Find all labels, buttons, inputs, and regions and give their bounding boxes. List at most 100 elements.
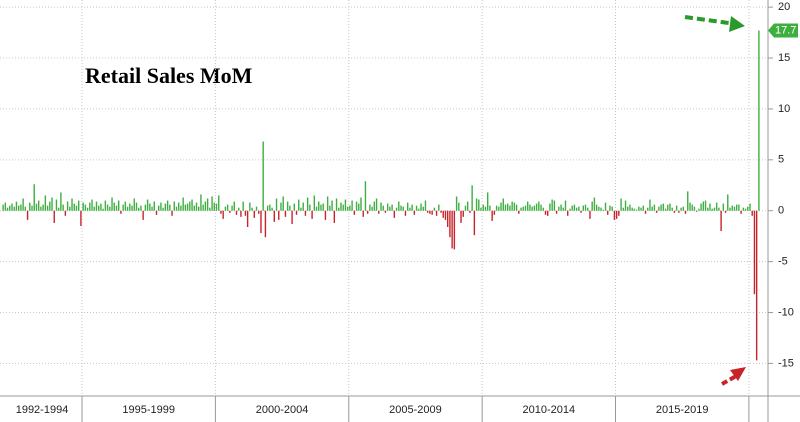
bar — [558, 206, 560, 211]
bar — [133, 198, 135, 211]
bar — [186, 203, 189, 211]
bar — [331, 200, 333, 211]
bar — [144, 204, 147, 211]
bar — [627, 206, 629, 211]
bar — [391, 204, 393, 211]
bar — [555, 210, 558, 214]
bar — [604, 202, 607, 211]
bar — [222, 210, 224, 219]
bar — [84, 204, 87, 211]
bar — [269, 204, 271, 211]
bar — [213, 202, 215, 211]
bar — [544, 210, 547, 215]
bar — [226, 204, 229, 211]
bar — [502, 198, 504, 211]
bar — [258, 210, 260, 214]
bar — [80, 210, 82, 226]
bar — [589, 210, 591, 219]
bar — [251, 207, 253, 211]
bar — [122, 204, 124, 211]
bar — [60, 192, 62, 211]
bar — [29, 202, 31, 211]
bar — [600, 207, 602, 211]
bar — [24, 206, 27, 211]
bar — [735, 204, 738, 211]
bar — [533, 205, 536, 211]
bar — [449, 210, 451, 238]
bar — [231, 205, 233, 211]
bar — [475, 198, 478, 211]
bar — [700, 203, 702, 211]
bar — [513, 202, 516, 211]
bar — [166, 200, 169, 211]
bar — [309, 204, 311, 211]
bar — [189, 201, 191, 211]
bar — [664, 208, 667, 211]
bar — [671, 207, 673, 211]
bar — [702, 201, 705, 211]
bar — [624, 200, 627, 211]
bar — [44, 195, 47, 211]
bar — [160, 202, 162, 211]
bar — [33, 184, 35, 211]
bar — [515, 204, 518, 211]
bar — [93, 206, 95, 211]
bar — [471, 185, 473, 211]
bar — [411, 204, 413, 211]
bar — [306, 197, 309, 211]
bar — [527, 201, 529, 211]
bar — [473, 210, 476, 236]
bar — [500, 202, 502, 211]
bar — [509, 205, 511, 211]
bar — [640, 207, 642, 211]
bar — [191, 199, 193, 211]
bar — [595, 204, 598, 211]
arrow-shaft — [684, 15, 737, 26]
bar — [631, 207, 633, 211]
bar — [649, 199, 651, 211]
bar — [453, 210, 456, 250]
bar — [140, 205, 142, 211]
bar — [304, 210, 307, 216]
bar — [724, 210, 727, 213]
bar — [733, 206, 736, 211]
bar — [106, 204, 109, 211]
bar — [380, 202, 382, 211]
bar — [489, 205, 491, 211]
bar — [386, 203, 389, 211]
bar — [262, 141, 264, 211]
bar — [211, 196, 213, 211]
bar — [673, 210, 676, 213]
bar — [293, 203, 296, 211]
bar — [538, 201, 540, 211]
bar — [704, 200, 707, 211]
bar — [206, 198, 209, 211]
bar — [358, 203, 360, 211]
bar — [171, 210, 173, 216]
x-band-label: 1995-1999 — [122, 404, 175, 416]
bar — [653, 204, 656, 211]
bar — [435, 210, 438, 216]
arrow-head — [729, 16, 745, 32]
bar — [193, 205, 195, 211]
bar — [511, 201, 513, 211]
bar — [135, 202, 138, 211]
bar — [13, 206, 15, 211]
bar — [675, 205, 678, 211]
bar — [478, 199, 480, 211]
bar — [755, 210, 758, 361]
bar — [124, 201, 127, 211]
bar — [531, 206, 533, 211]
bar — [155, 210, 158, 215]
bar — [464, 205, 467, 211]
bar — [498, 206, 500, 211]
x-band-label: 2005-2009 — [389, 404, 442, 416]
bar — [389, 206, 391, 211]
bar — [691, 204, 693, 211]
bar — [462, 210, 464, 217]
bar — [164, 203, 167, 211]
bar — [182, 197, 184, 211]
bar — [751, 210, 753, 216]
bar — [120, 210, 122, 214]
bar — [42, 204, 44, 211]
